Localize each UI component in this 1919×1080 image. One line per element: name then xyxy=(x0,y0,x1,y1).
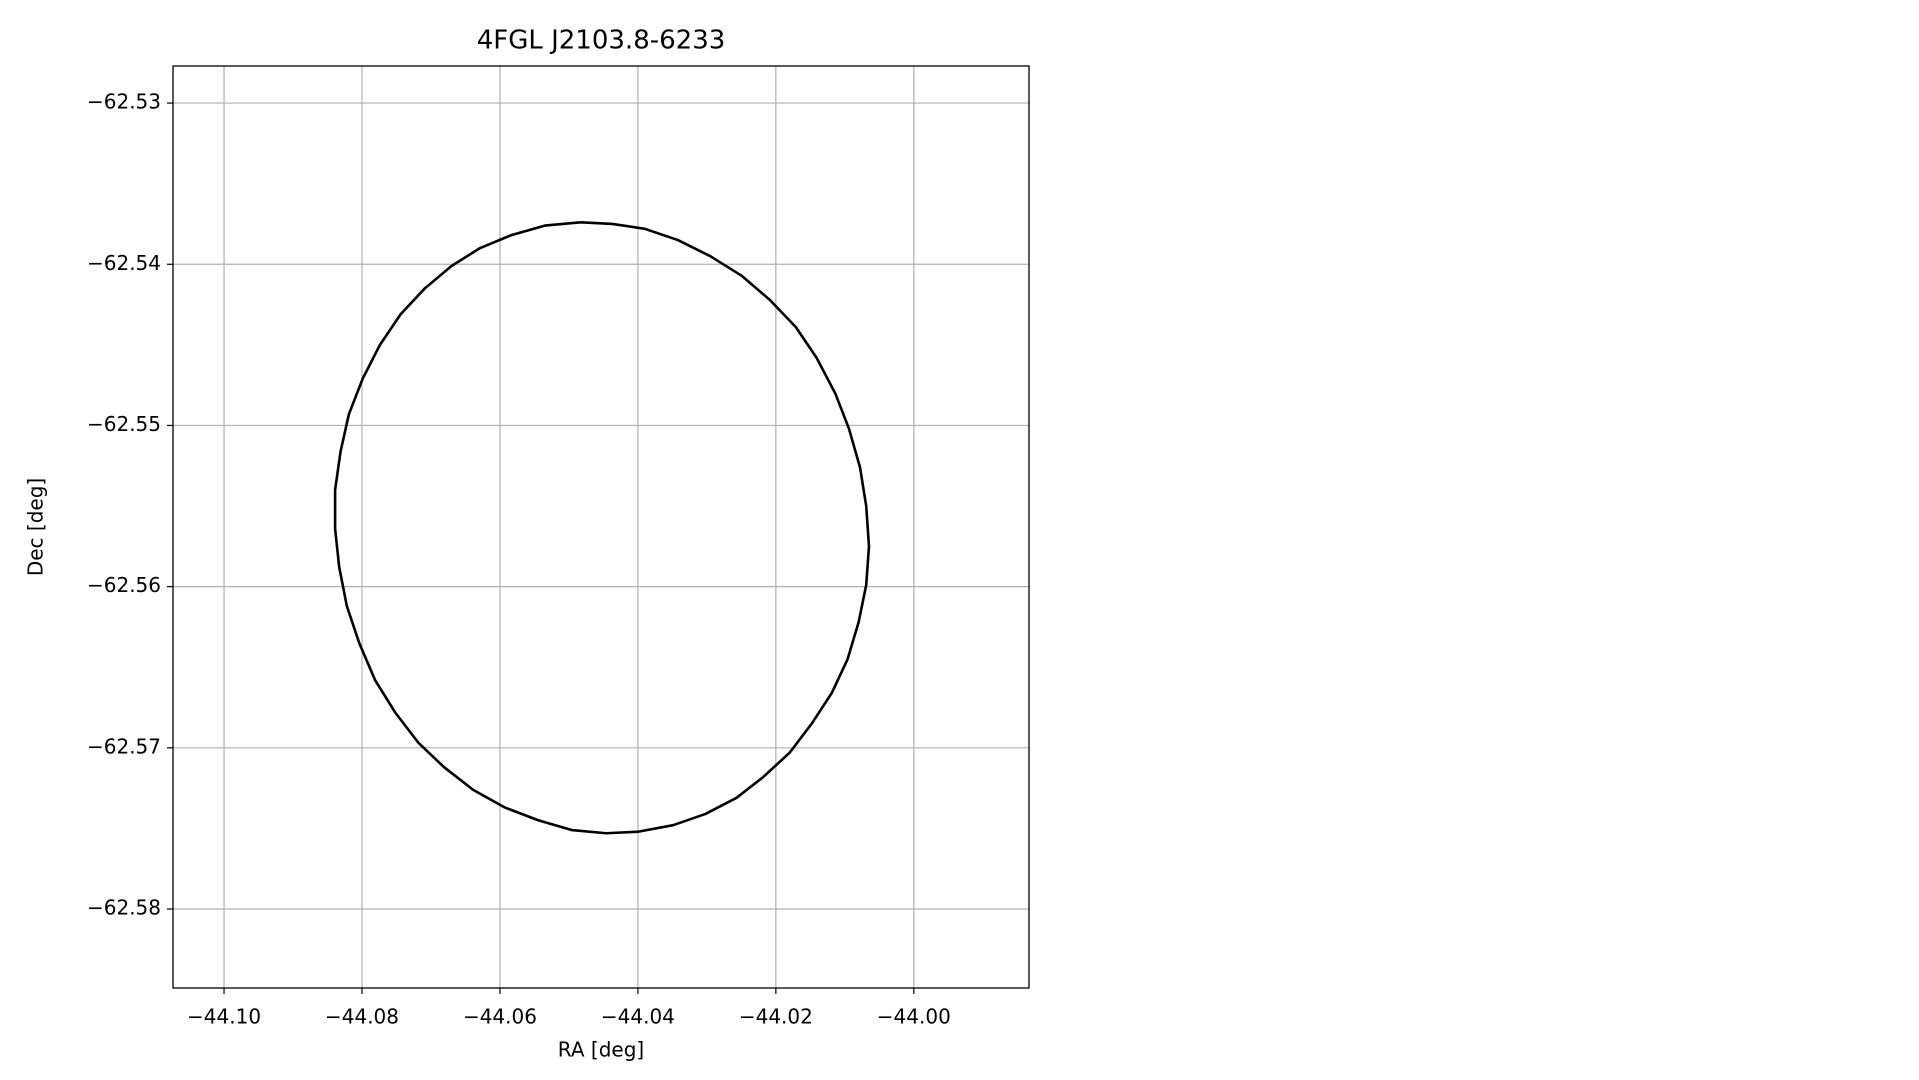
y-tick-label: −62.55 xyxy=(87,412,161,436)
chart-title: 4FGL J2103.8-6233 xyxy=(477,26,726,56)
x-axis-label: RA [deg] xyxy=(558,1038,644,1062)
x-tick-label: −44.08 xyxy=(325,1005,399,1029)
x-tick-label: −44.00 xyxy=(877,1005,951,1029)
x-tick-label: −44.02 xyxy=(739,1005,813,1029)
y-tick-label: −62.53 xyxy=(87,90,161,114)
y-axis-label: Dec [deg] xyxy=(24,478,48,576)
plot-area xyxy=(333,221,871,835)
x-tick-label: −44.10 xyxy=(187,1005,261,1029)
x-tick-label: −44.06 xyxy=(463,1005,537,1029)
grid xyxy=(173,66,1029,988)
x-tick-label: −44.04 xyxy=(601,1005,675,1029)
y-tick-label: −62.54 xyxy=(87,251,161,275)
y-tick-label: −62.58 xyxy=(87,896,161,920)
y-tick-label: −62.57 xyxy=(87,734,161,758)
y-tick-label: −62.56 xyxy=(87,573,161,597)
line-series xyxy=(333,221,871,835)
axes-frame xyxy=(172,65,1030,989)
